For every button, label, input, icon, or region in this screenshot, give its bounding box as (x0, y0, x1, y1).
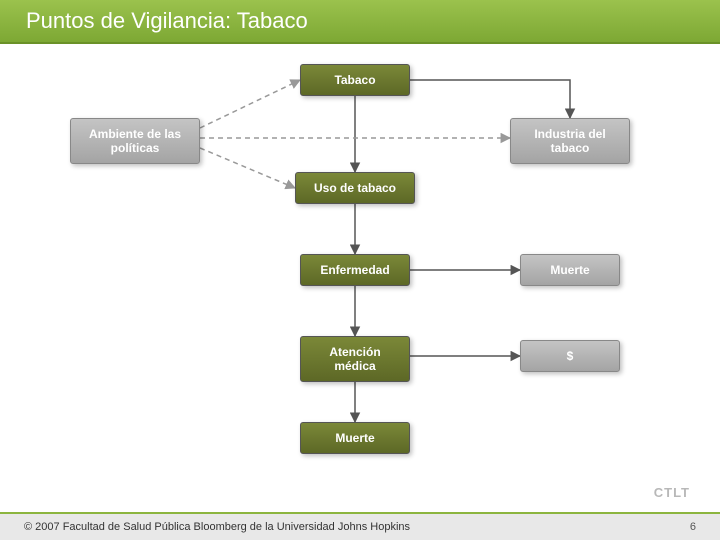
slide-header: Puntos de Vigilancia: Tabaco (0, 0, 720, 44)
node-label: Enfermedad (320, 263, 389, 277)
node-label: Tabaco (334, 73, 375, 87)
page-number: 6 (690, 521, 696, 533)
node-label: Ambiente de las políticas (89, 127, 181, 155)
node-label: $ (567, 349, 574, 363)
copyright-text: © 2007 Facultad de Salud Pública Bloombe… (24, 521, 410, 533)
node-label: Muerte (335, 431, 374, 445)
node-label: Industria del tabaco (534, 127, 605, 155)
node-industria: Industria del tabaco (510, 118, 630, 164)
node-uso: Uso de tabaco (295, 172, 415, 204)
node-muerte2: Muerte (520, 254, 620, 286)
node-ambiente: Ambiente de las políticas (70, 118, 200, 164)
slide-title: Puntos de Vigilancia: Tabaco (26, 8, 308, 34)
node-atencion: Atención médica (300, 336, 410, 382)
edge-ambiente-tabaco (200, 80, 300, 128)
node-label: Muerte (550, 263, 589, 277)
node-dollar: $ (520, 340, 620, 372)
watermark-ctlt: CTLT (654, 485, 690, 500)
node-tabaco: Tabaco (300, 64, 410, 96)
node-label: Uso de tabaco (314, 181, 396, 195)
node-label: Atención médica (329, 345, 380, 373)
flowchart-diagram: Tabaco Ambiente de las políticas Industria… (0, 44, 720, 484)
node-muerte: Muerte (300, 422, 410, 454)
node-enfermedad: Enfermedad (300, 254, 410, 286)
edge-tabaco-industria (410, 80, 570, 118)
slide-footer: © 2007 Facultad de Salud Pública Bloombe… (0, 512, 720, 540)
edge-ambiente-uso (200, 148, 295, 188)
